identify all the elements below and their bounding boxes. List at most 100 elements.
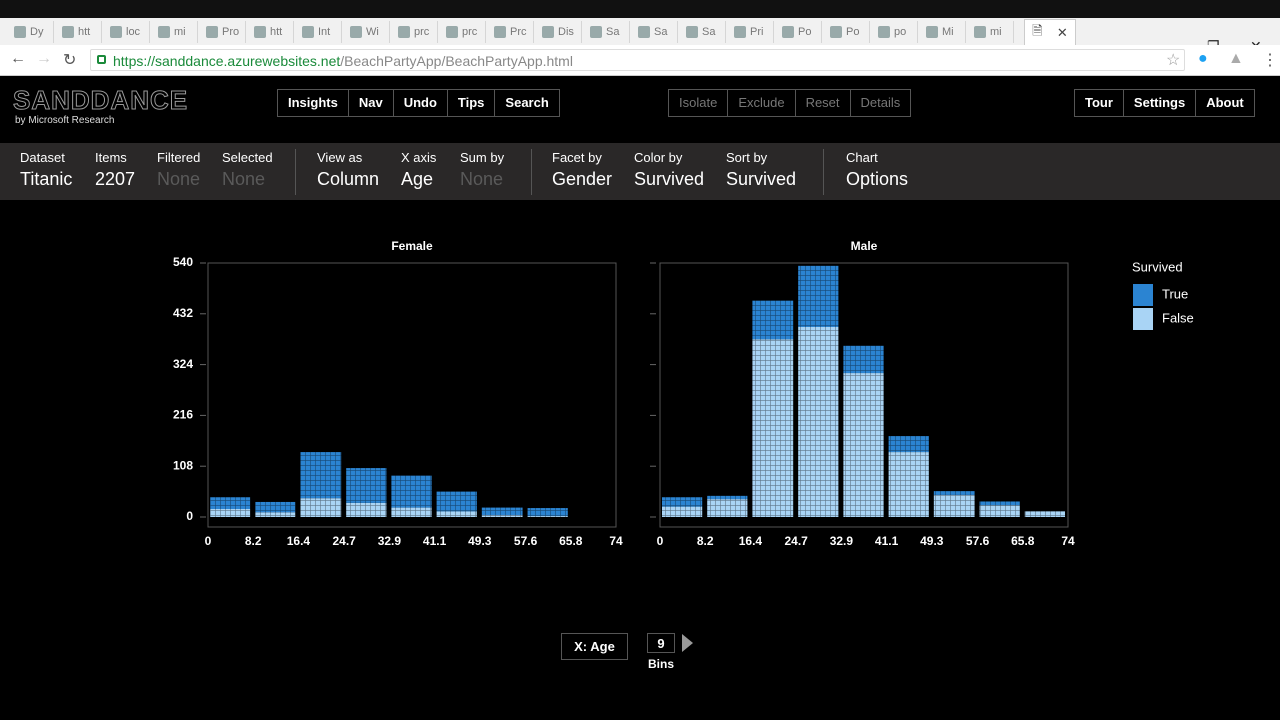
tab-title: Sa: [654, 26, 668, 38]
reload-button[interactable]: ↻: [63, 52, 77, 69]
x-tick-label: 41.1: [423, 534, 447, 548]
app-header: SANDDANCE by Microsoft Research Insights…: [0, 76, 1280, 143]
bar-segment: [843, 345, 884, 374]
bar-segment: [481, 515, 523, 517]
tab-title: loc: [126, 26, 141, 38]
byline: by Microsoft Research: [15, 115, 115, 126]
x-tick-label: 0: [205, 534, 212, 548]
tab[interactable]: Dy: [8, 21, 54, 43]
tab[interactable]: Dis: [536, 21, 582, 43]
extension[interactable]: ●: [1198, 50, 1208, 67]
toolbar-item[interactable]: Sum by None: [460, 150, 504, 190]
menu-button[interactable]: Insights: [288, 95, 338, 110]
back-button[interactable]: ←: [10, 50, 26, 67]
toolbar-item[interactable]: X axis Age: [401, 150, 436, 190]
tab[interactable]: prc: [392, 21, 438, 43]
tab[interactable]: prc: [440, 21, 486, 43]
menu-button[interactable]: Isolate: [679, 95, 718, 110]
bar-segment: [798, 265, 839, 327]
toolbar-item[interactable]: Sort by Survived: [726, 150, 796, 190]
toolbar-item[interactable]: Selected None: [222, 150, 273, 190]
menu-button[interactable]: Undo: [392, 90, 447, 116]
menu-button[interactable]: Search: [494, 90, 558, 116]
tab[interactable]: po: [872, 21, 918, 43]
forward-button[interactable]: →: [36, 50, 52, 67]
active-tab[interactable]: 🗎 ✕: [1024, 19, 1076, 45]
url-field[interactable]: https://sanddance.azurewebsites.net/Beac…: [90, 49, 1185, 71]
menu-button[interactable]: Nav: [347, 90, 393, 116]
tab-bar: 🗎✕ – ❐ ✕ DyhttlocmiProhttIntWiprcprcPrcD…: [0, 18, 1280, 54]
extension[interactable]: ▲: [1228, 50, 1244, 67]
menu-button[interactable]: Exclude: [727, 90, 794, 116]
toolbar-label: Selected: [222, 150, 273, 165]
tab[interactable]: Sa: [680, 21, 726, 43]
bin-increase[interactable]: [682, 634, 693, 652]
legend-swatch: [1133, 308, 1153, 330]
toolbar-label: Facet by: [552, 150, 602, 165]
toolbar-value: None: [460, 169, 504, 189]
bar-segment: [527, 508, 568, 517]
toolbar: Dataset Titanic Items 2207 Filtered None Selec…: [0, 143, 1280, 200]
bin-count[interactable]: 9: [647, 633, 675, 653]
bar-segment: [255, 501, 296, 513]
tab[interactable]: htt: [248, 21, 294, 43]
menu[interactable]: ⋮: [1262, 52, 1278, 69]
menu-button[interactable]: About: [1195, 90, 1254, 116]
selection-group: Isolate Exclude Reset Details: [668, 89, 912, 117]
toolbar-item[interactable]: Filtered None: [157, 150, 200, 190]
menu-button[interactable]: Details: [849, 90, 911, 116]
chart-title: Female: [391, 239, 433, 253]
bar-segment: [391, 475, 432, 508]
bar-segment: [346, 468, 387, 503]
toolbar-value: Survived: [634, 169, 705, 189]
tab[interactable]: Pri: [728, 21, 774, 43]
menu-button[interactable]: Tips: [446, 90, 495, 116]
tab[interactable]: Sa: [584, 21, 630, 43]
tab[interactable]: loc: [104, 21, 150, 43]
toolbar-item[interactable]: Color by Survived: [634, 150, 704, 190]
tab[interactable]: Int: [296, 21, 342, 43]
tab[interactable]: Pro: [200, 21, 246, 43]
x-tick-label: 41.1: [875, 534, 899, 548]
tab[interactable]: mi: [968, 21, 1014, 43]
x-tick-label: 0: [657, 534, 664, 548]
url-host: https://sanddance.azurewebsites.net: [113, 53, 341, 69]
separator: [823, 149, 824, 195]
bar-segment: [798, 326, 839, 517]
axis-button[interactable]: X: Age: [561, 633, 628, 660]
x-tick-label: 57.6: [966, 534, 990, 548]
bar-segment: [662, 506, 703, 517]
chart-title: Male: [851, 239, 878, 253]
menu-button[interactable]: Settings: [1122, 90, 1195, 116]
toolbar-item[interactable]: Dataset Titanic: [20, 150, 72, 190]
tab[interactable]: Sa: [632, 21, 678, 43]
toolbar-value: Gender: [552, 169, 613, 189]
bar-segment: [346, 502, 387, 517]
tab[interactable]: Po: [776, 21, 822, 43]
toolbar-label: View as: [317, 150, 363, 165]
menu-button[interactable]: Reset: [794, 90, 850, 116]
bar-segment: [210, 509, 251, 517]
toolbar-item[interactable]: Items 2207: [95, 150, 135, 190]
tab[interactable]: Mi: [920, 21, 966, 43]
tab[interactable]: Wi: [344, 21, 390, 43]
y-tick-label: 324: [173, 357, 193, 371]
toolbar-label: Sort by: [726, 150, 768, 165]
tab[interactable]: mi: [152, 21, 198, 43]
toolbar-item[interactable]: View as Column: [317, 150, 379, 190]
x-tick-label: 65.8: [559, 534, 583, 548]
menu-group: Insights Nav Undo Tips Search: [277, 89, 560, 117]
toolbar-label: Items: [95, 150, 127, 165]
toolbar-item[interactable]: Chart Options: [846, 150, 908, 190]
toolbar-item[interactable]: Facet by Gender: [552, 150, 612, 190]
x-tick-label: 32.9: [830, 534, 854, 548]
menu-button[interactable]: Tour: [1085, 95, 1113, 110]
bar-segment: [888, 452, 929, 517]
plot-frame: [659, 262, 1069, 528]
bookmark-star[interactable]: ☆: [1166, 52, 1181, 69]
tab[interactable]: htt: [56, 21, 102, 43]
tab[interactable]: Prc: [488, 21, 534, 43]
tab-title: Po: [798, 26, 812, 38]
tab[interactable]: Po: [824, 21, 870, 43]
